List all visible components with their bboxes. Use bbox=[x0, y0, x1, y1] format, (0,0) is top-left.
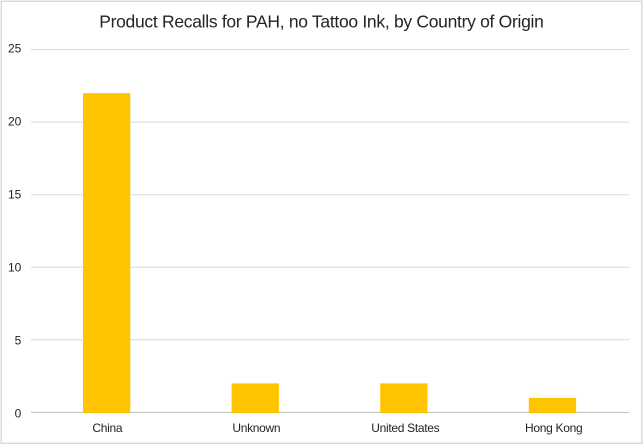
svg-text:United States: United States bbox=[371, 421, 439, 435]
svg-text:Unknown: Unknown bbox=[232, 421, 280, 435]
svg-text:15: 15 bbox=[8, 188, 22, 202]
svg-text:0: 0 bbox=[15, 407, 22, 421]
svg-text:Hong Kong: Hong Kong bbox=[525, 421, 582, 435]
svg-text:5: 5 bbox=[15, 334, 22, 348]
svg-text:10: 10 bbox=[8, 261, 22, 275]
svg-text:20: 20 bbox=[8, 115, 22, 129]
svg-text:Product Recalls for PAH, no Ta: Product Recalls for PAH, no Tattoo Ink, … bbox=[99, 11, 543, 31]
svg-text:25: 25 bbox=[8, 42, 22, 56]
svg-text:China: China bbox=[92, 421, 122, 435]
